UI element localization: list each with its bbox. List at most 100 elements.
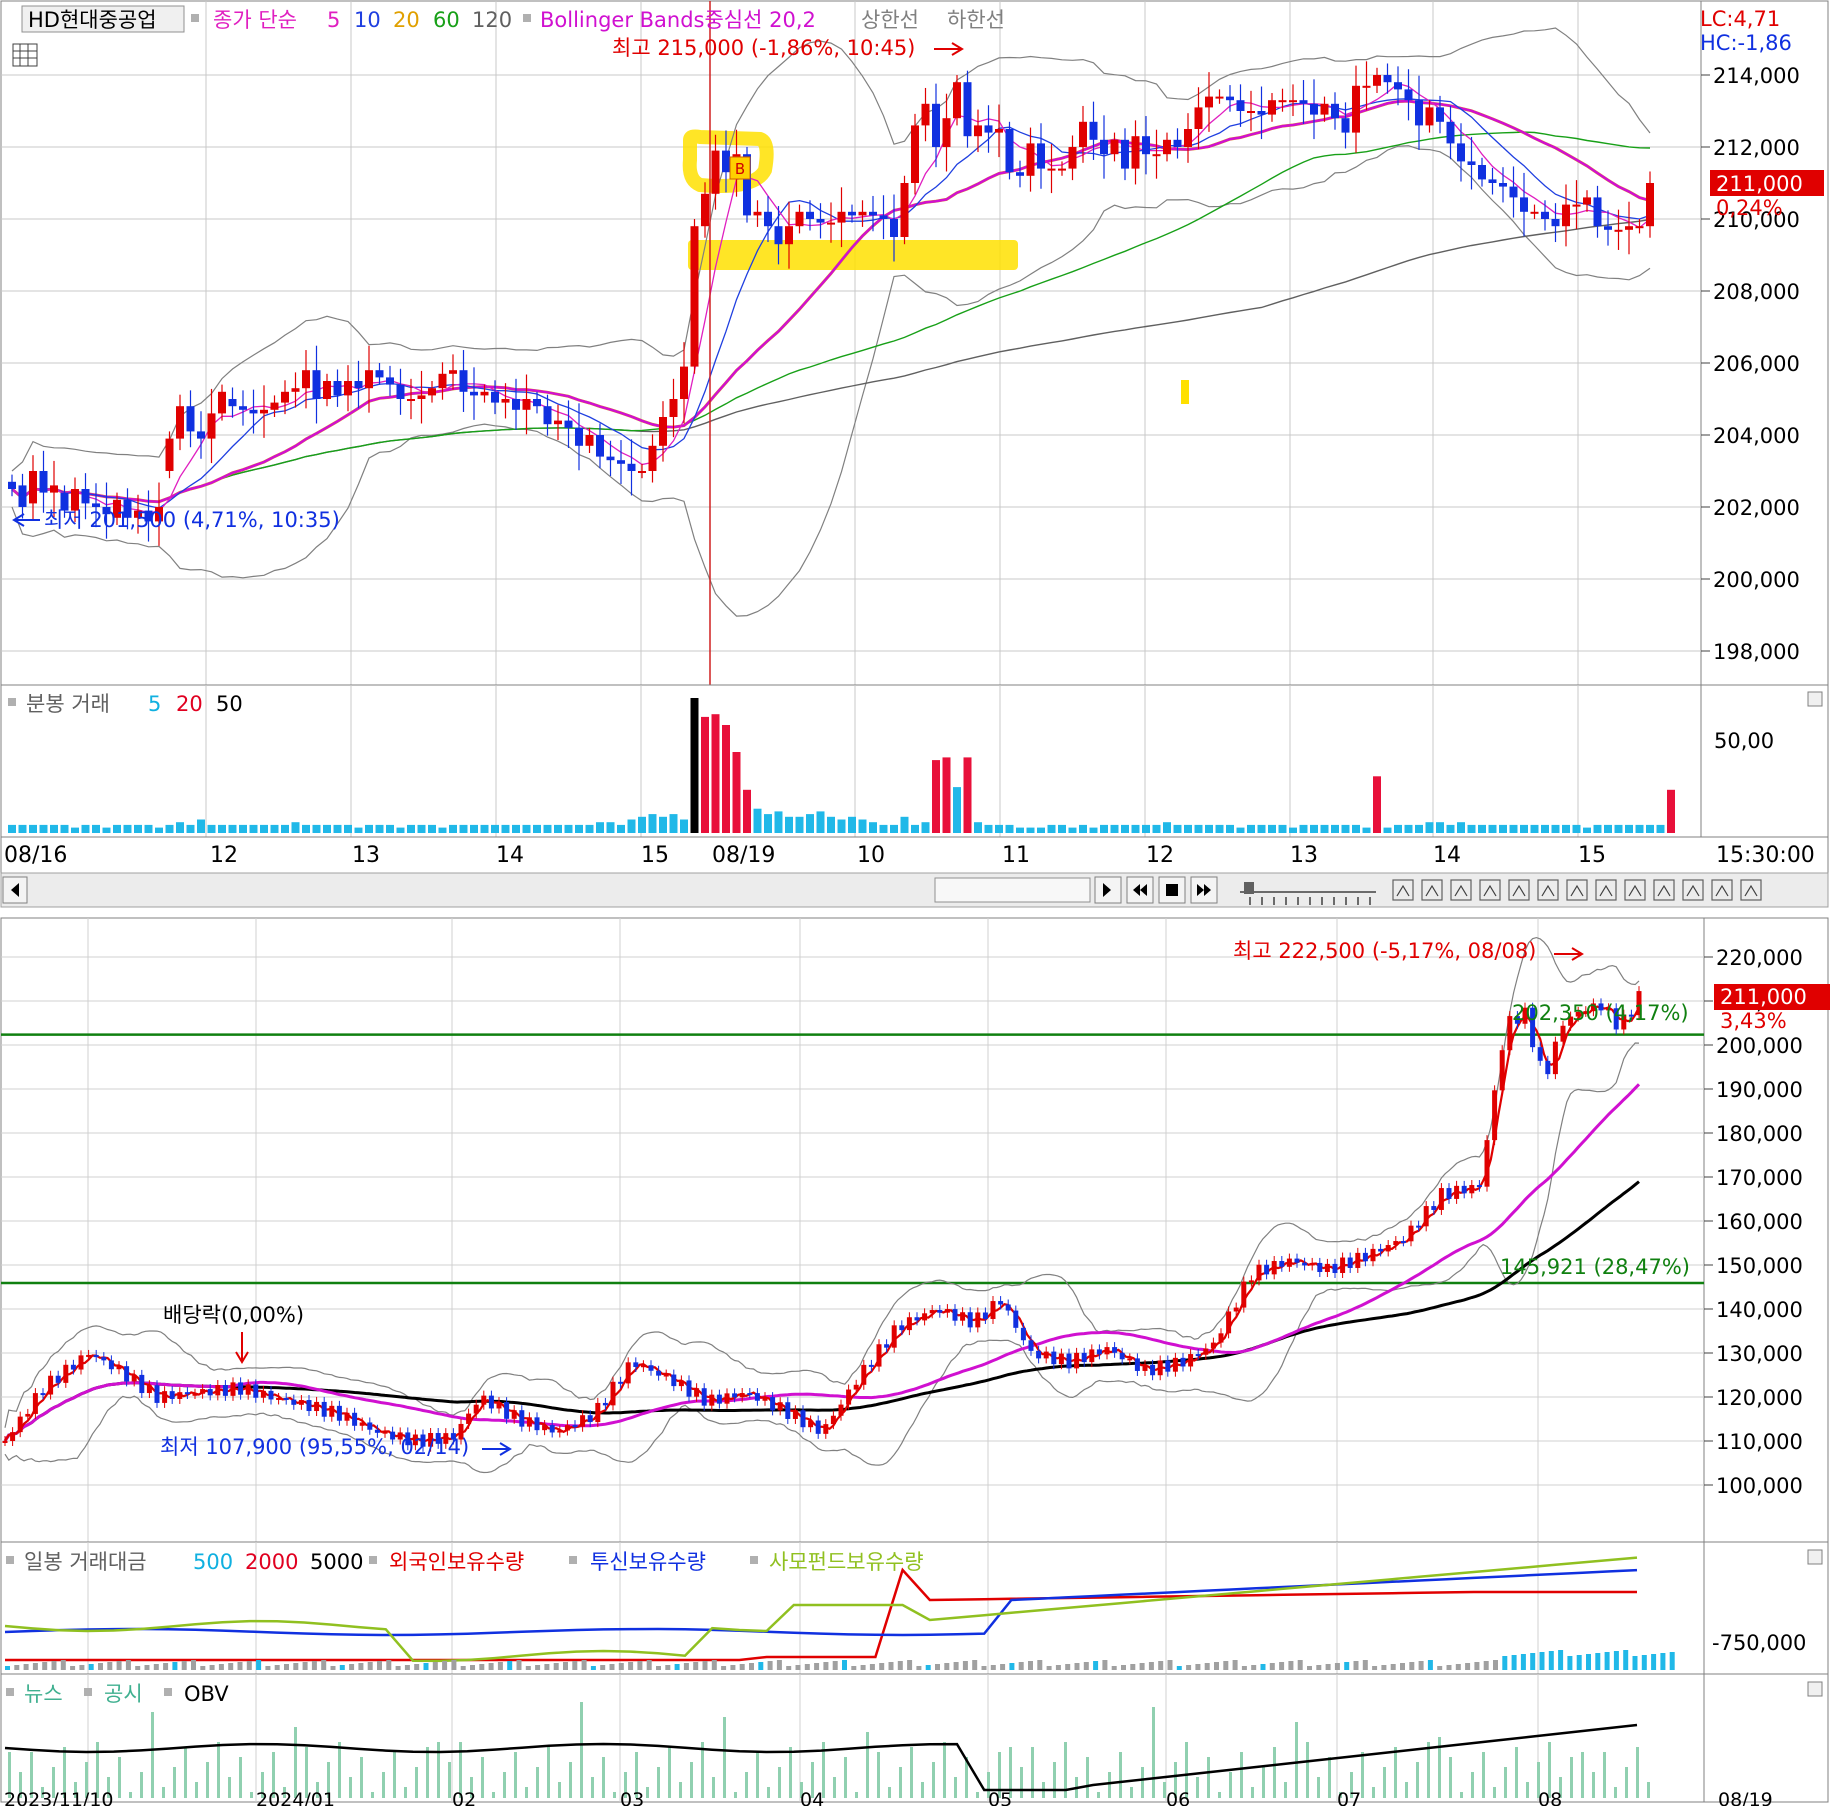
daily-candle-body[interactable] xyxy=(70,1364,76,1370)
indicator-close-icon[interactable] xyxy=(1807,1549,1823,1565)
candle-body[interactable] xyxy=(1635,226,1644,229)
candle-body[interactable] xyxy=(1278,100,1287,103)
candle-body[interactable] xyxy=(743,154,751,216)
tool-button-0[interactable] xyxy=(1392,879,1414,901)
daily-candle-body[interactable] xyxy=(1454,1185,1460,1199)
daily-candle-body[interactable] xyxy=(686,1380,692,1397)
daily-candle-body[interactable] xyxy=(78,1355,84,1370)
candle-body[interactable] xyxy=(113,499,121,518)
candle-body[interactable] xyxy=(1079,121,1087,147)
tool-button-1[interactable] xyxy=(1421,879,1443,901)
candle-body[interactable] xyxy=(470,391,478,396)
candle-body[interactable] xyxy=(585,435,594,446)
daily-candle-body[interactable] xyxy=(1036,1350,1042,1359)
daily-candle-body[interactable] xyxy=(1370,1248,1376,1262)
candle-body[interactable] xyxy=(1142,136,1150,155)
daily-candle-body[interactable] xyxy=(944,1309,950,1313)
candle-body[interactable] xyxy=(249,409,258,414)
candle-body[interactable] xyxy=(207,413,216,439)
daily-candle-body[interactable] xyxy=(929,1310,935,1314)
daily-candle-body[interactable] xyxy=(192,1393,198,1396)
candle-body[interactable] xyxy=(1614,229,1623,232)
candle-body[interactable] xyxy=(197,431,205,439)
daily-candle-body[interactable] xyxy=(1317,1262,1323,1273)
candle-body[interactable] xyxy=(932,103,940,147)
daily-candle-body[interactable] xyxy=(108,1360,114,1370)
candle-body[interactable] xyxy=(1352,85,1360,133)
candle-body[interactable] xyxy=(1121,139,1129,169)
candle-body[interactable] xyxy=(1047,168,1056,171)
candle-body[interactable] xyxy=(501,399,510,403)
daily-candle-body[interactable] xyxy=(306,1400,312,1412)
candle-body[interactable] xyxy=(60,492,69,511)
daily-candle-body[interactable] xyxy=(1089,1349,1095,1363)
daily-candle-body[interactable] xyxy=(481,1395,487,1405)
daily-candle-body[interactable] xyxy=(1552,1041,1558,1075)
candle-body[interactable] xyxy=(1320,103,1329,115)
daily-candle-body[interactable] xyxy=(390,1431,396,1440)
candle-body[interactable] xyxy=(239,406,247,410)
daily-candle-body[interactable] xyxy=(283,1397,289,1400)
daily-candle-body[interactable] xyxy=(329,1405,335,1417)
daily-candle-body[interactable] xyxy=(1347,1257,1353,1268)
candle-body[interactable] xyxy=(879,215,888,219)
daily-candle-body[interactable] xyxy=(200,1389,206,1394)
candle-body[interactable] xyxy=(1131,136,1140,169)
candle-body[interactable] xyxy=(491,391,499,403)
candle-body[interactable] xyxy=(522,399,531,410)
daily-candle-body[interactable] xyxy=(899,1325,905,1331)
daily-candle-body[interactable] xyxy=(1438,1188,1444,1210)
daily-candle-body[interactable] xyxy=(1385,1245,1391,1252)
candle-body[interactable] xyxy=(785,226,793,245)
daily-candle-body[interactable] xyxy=(1416,1225,1422,1228)
candle-body[interactable] xyxy=(291,388,300,392)
daily-candle-body[interactable] xyxy=(656,1370,662,1376)
daily-candle-body[interactable] xyxy=(1119,1352,1125,1360)
candle-body[interactable] xyxy=(921,103,930,126)
daily-candle-body[interactable] xyxy=(359,1422,365,1426)
daily-candle-body[interactable] xyxy=(1028,1340,1034,1351)
daily-candle-body[interactable] xyxy=(1507,1016,1513,1051)
daily-candle-body[interactable] xyxy=(1302,1262,1308,1266)
candle-body[interactable] xyxy=(144,510,153,522)
daily-candle-body[interactable] xyxy=(1469,1185,1475,1194)
daily-candle-body[interactable] xyxy=(1127,1358,1133,1361)
daily-candle-body[interactable] xyxy=(876,1344,882,1367)
candle-body[interactable] xyxy=(1362,85,1371,88)
candle-body[interactable] xyxy=(186,406,195,432)
candle-body[interactable] xyxy=(18,485,27,507)
daily-candle-body[interactable] xyxy=(633,1362,639,1367)
daily-candle-body[interactable] xyxy=(1636,991,1642,1016)
daily-candle-body[interactable] xyxy=(420,1434,426,1447)
daily-candle-body[interactable] xyxy=(496,1402,502,1409)
daily-candle-body[interactable] xyxy=(488,1395,494,1409)
candle-body[interactable] xyxy=(1646,183,1654,227)
daily-candle-body[interactable] xyxy=(238,1382,244,1395)
daily-candle-body[interactable] xyxy=(846,1389,852,1405)
daily-candle-body[interactable] xyxy=(276,1397,282,1400)
daily-candle-body[interactable] xyxy=(245,1384,251,1395)
candle-body[interactable] xyxy=(1625,226,1633,230)
candle-body[interactable] xyxy=(690,226,699,367)
daily-candle-body[interactable] xyxy=(1332,1263,1338,1273)
daily-candle-body[interactable] xyxy=(1568,1016,1574,1026)
daily-candle-body[interactable] xyxy=(716,1394,722,1404)
daily-candle-body[interactable] xyxy=(808,1420,814,1428)
tool-button-7[interactable] xyxy=(1595,879,1617,901)
candle-body[interactable] xyxy=(344,381,352,396)
daily-candle-body[interactable] xyxy=(1142,1364,1148,1371)
daily-candle-body[interactable] xyxy=(1355,1252,1361,1268)
tool-button-4[interactable] xyxy=(1508,879,1530,901)
candle-body[interactable] xyxy=(596,435,604,457)
indicator-panel[interactable] xyxy=(0,1541,1705,1675)
daily-candle-body[interactable] xyxy=(1112,1347,1118,1353)
candle-body[interactable] xyxy=(354,381,363,389)
daily-candle-body[interactable] xyxy=(1051,1351,1057,1365)
daily-candle-body[interactable] xyxy=(1621,1014,1627,1030)
daily-candle-body[interactable] xyxy=(853,1384,859,1390)
daily-candle-body[interactable] xyxy=(435,1433,441,1444)
daily-candle-body[interactable] xyxy=(891,1325,897,1348)
candle-body[interactable] xyxy=(1509,186,1518,198)
candle-body[interactable] xyxy=(911,125,919,183)
daily-candle-body[interactable] xyxy=(511,1410,517,1419)
